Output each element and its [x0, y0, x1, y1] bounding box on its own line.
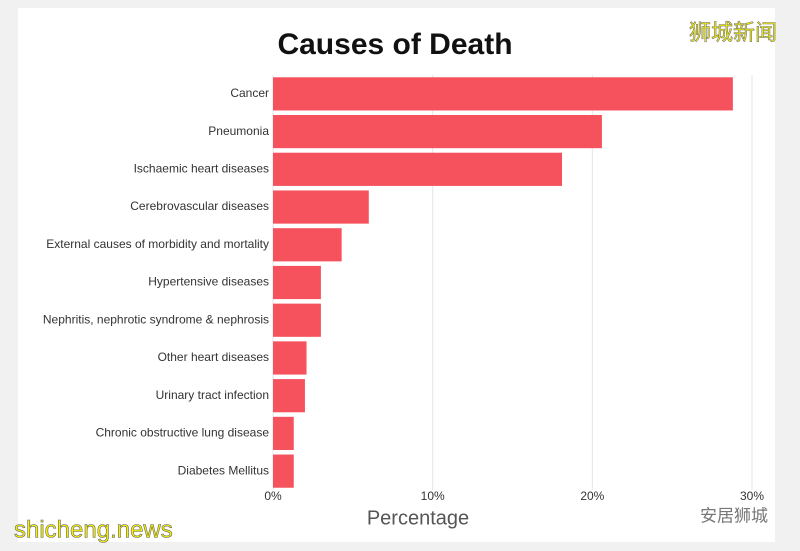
bar — [273, 228, 342, 262]
watermark: 安居狮城 — [700, 506, 768, 525]
bars — [273, 77, 733, 488]
x-tick-label: 30% — [740, 489, 764, 503]
bar — [273, 416, 294, 451]
bar — [273, 152, 563, 186]
y-tick-label: Hypertensive diseases — [148, 275, 269, 289]
x-tick-label: 10% — [421, 489, 445, 503]
bar — [273, 341, 307, 375]
y-tick-label: Ischaemic heart diseases — [134, 161, 269, 175]
bar — [273, 114, 602, 149]
y-tick-label: Pneumonia — [208, 124, 269, 138]
y-tick-label: Cancer — [230, 86, 269, 100]
y-tick-label: Chronic obstructive lung disease — [96, 426, 270, 440]
y-tick-label: External causes of morbidity and mortali… — [46, 237, 269, 251]
chart-title: Causes of Death — [277, 28, 512, 61]
watermark: 狮城新闻 — [689, 20, 777, 45]
y-tick-label: Other heart diseases — [158, 350, 269, 364]
watermark: shicheng.news — [14, 516, 173, 543]
x-tick-label: 0% — [264, 489, 282, 503]
bar — [273, 77, 733, 111]
y-tick-label: Cerebrovascular diseases — [130, 199, 269, 213]
x-tick-label: 20% — [580, 489, 604, 503]
bar — [273, 303, 321, 337]
bar — [273, 379, 305, 413]
bar — [273, 190, 369, 224]
y-tick-label: Nephritis, nephrotic syndrome & nephrosi… — [43, 312, 269, 326]
bar — [273, 454, 294, 488]
x-axis-label: Percentage — [367, 507, 469, 529]
y-tick-label: Diabetes Mellitus — [178, 463, 269, 477]
y-tick-label: Urinary tract infection — [156, 388, 269, 402]
bar — [273, 265, 321, 300]
